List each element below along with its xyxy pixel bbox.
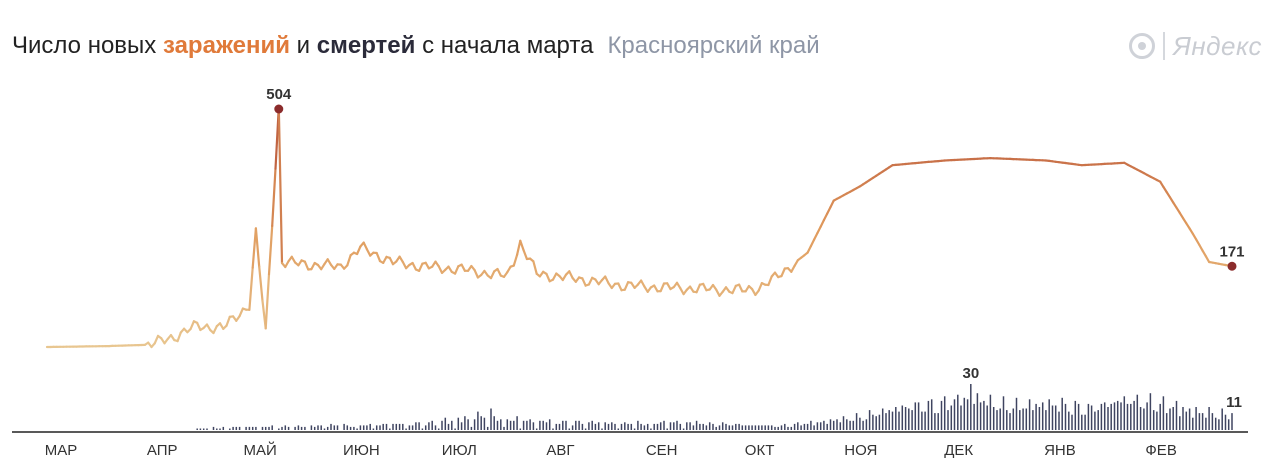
- month-label: НОЯ: [844, 442, 877, 459]
- title-prefix: Число новых: [12, 32, 163, 59]
- infections-line-segment: [653, 284, 659, 293]
- infections-line-segment: [604, 275, 610, 285]
- infections-line-segment: [822, 212, 829, 222]
- infections-line-segment: [277, 106, 284, 265]
- region-label: Красноярский край: [607, 32, 820, 59]
- infections-line-segment: [829, 199, 835, 209]
- infections-line-segment: [623, 281, 630, 291]
- infections-line-segment: [267, 224, 274, 276]
- infections-line-segment: [254, 227, 261, 268]
- infections-line-segment: [258, 265, 264, 302]
- infections-line-segment: [489, 270, 496, 280]
- infections-line-segment: [437, 265, 444, 274]
- brand-name: Яндекс: [1173, 30, 1262, 61]
- infections-line-segment: [382, 255, 388, 264]
- infections-line-segment: [284, 260, 290, 269]
- infections-line-segment: [519, 239, 525, 252]
- infections-line-segment: [659, 282, 666, 293]
- infections-line-segment: [271, 167, 277, 227]
- infections-line-segment: [512, 253, 519, 267]
- month-label: МАЙ: [243, 441, 276, 459]
- infections-line-segment: [731, 284, 737, 295]
- month-label: СЕН: [646, 442, 678, 459]
- infections-line-segment: [757, 282, 764, 292]
- infections-line-segment: [809, 238, 816, 248]
- brand-separator: [1163, 32, 1166, 60]
- infections-line-segment: [176, 331, 182, 343]
- infections-line-segment: [568, 270, 574, 280]
- infections-peak-point: [274, 104, 284, 114]
- month-label: ФЕВ: [1145, 442, 1176, 459]
- month-label: ИЮН: [343, 442, 380, 459]
- chart-title: Число новых заражений и смертей с начала…: [12, 30, 820, 62]
- infections-line-segment: [780, 267, 786, 278]
- title-and: и: [290, 32, 317, 59]
- infections-line-segment: [790, 264, 796, 273]
- infections-line-segment: [816, 225, 822, 235]
- title-deaths: смертей: [316, 32, 416, 59]
- infections-last-point: [1227, 261, 1237, 271]
- infections-line-segment: [702, 282, 708, 292]
- infections-peak-label: 504: [266, 86, 292, 103]
- infections-line-segment: [473, 269, 479, 279]
- infections-line-segment: [375, 251, 382, 263]
- month-label: ЯНВ: [1044, 442, 1076, 459]
- infections-line-segment: [238, 307, 244, 318]
- infections-line-segment: [411, 261, 417, 271]
- infections-line-segment: [264, 273, 271, 330]
- month-label: АПР: [147, 442, 178, 459]
- deaths-last-label: 11: [1226, 394, 1242, 411]
- title-infections: заражений: [162, 32, 290, 59]
- infections-line-segment: [356, 245, 362, 256]
- yandex-logo-icon: [1129, 33, 1156, 59]
- infections-line-segment: [545, 272, 551, 283]
- deaths-peak-label: 30: [962, 365, 979, 382]
- infections-line-segment: [515, 239, 522, 256]
- title-suffix: с начала марта: [415, 32, 594, 59]
- month-label: ИЮЛ: [442, 442, 477, 459]
- infections-line-segment: [401, 260, 408, 270]
- infections-line-segment: [826, 206, 832, 215]
- infections-line-segment: [388, 256, 395, 266]
- infections-line-segment: [225, 315, 231, 327]
- infections-line-segment: [639, 279, 646, 288]
- month-label: МАР: [45, 442, 78, 459]
- infections-line-segment: [666, 282, 672, 291]
- infections-line-segment: [346, 254, 352, 267]
- infections-line-segment: [737, 283, 744, 293]
- infections-line-segment: [153, 334, 160, 345]
- brand-logo: Яндекс: [1129, 30, 1262, 62]
- infections-line-segment: [522, 249, 529, 261]
- infections-line-segment: [812, 232, 819, 241]
- infections-line-segment: [532, 260, 538, 275]
- infections-line-segment: [496, 267, 502, 277]
- infections-line-segment: [310, 261, 316, 271]
- infections-line-segment: [767, 275, 773, 287]
- infections-line-segment: [695, 283, 702, 294]
- infections-line-segment: [365, 248, 372, 257]
- infections-line-segment: [303, 260, 310, 271]
- infections-line-segment: [454, 265, 460, 275]
- infections-last-label: 171: [1219, 243, 1244, 260]
- infections-line-segment: [806, 245, 813, 254]
- month-label: ДЕК: [944, 442, 973, 459]
- infections-line-segment: [418, 262, 424, 272]
- infections-line-segment: [189, 320, 195, 331]
- infections-line-segment: [587, 276, 594, 286]
- infections-line-segment: [617, 282, 623, 292]
- infections-line-segment: [196, 321, 202, 332]
- infections-line-segment: [581, 277, 587, 287]
- month-label: АВГ: [546, 442, 574, 459]
- infections-line-segment: [362, 241, 368, 251]
- infections-line-segment: [551, 272, 558, 281]
- infections-line-segment: [460, 263, 466, 272]
- infections-line-segment: [248, 266, 254, 311]
- infections-line-segment: [212, 325, 218, 335]
- infections-line-segment: [819, 219, 826, 228]
- month-label: ОКТ: [745, 442, 775, 459]
